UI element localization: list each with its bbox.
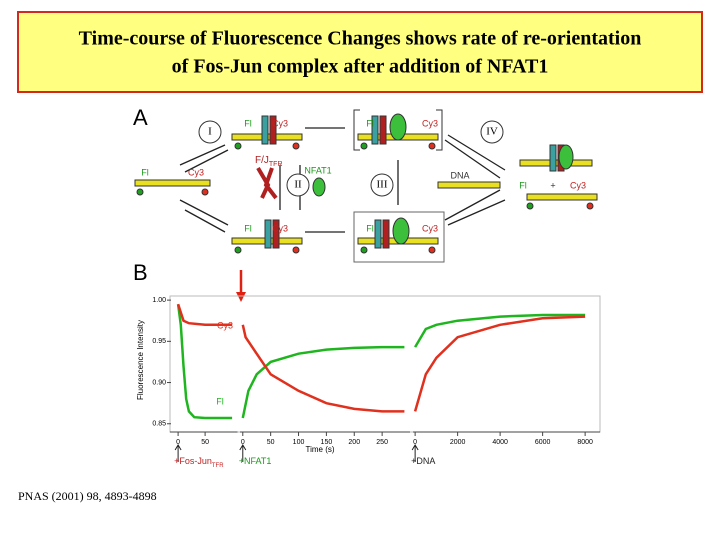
addition-label: +NFAT1 xyxy=(239,456,272,466)
complex-sub: TFR xyxy=(269,161,283,168)
y-tick-label: 0.90 xyxy=(152,379,166,386)
y-tick-label: 0.95 xyxy=(152,338,166,345)
x-tick-label: 0 xyxy=(176,439,180,446)
series-line xyxy=(176,303,233,327)
x-axis-label: Time (s) xyxy=(305,445,334,454)
series-line xyxy=(414,313,586,348)
diagram-label: Cy3 xyxy=(570,180,586,190)
x-tick-label: 6000 xyxy=(535,439,551,446)
complex-text: F/J xyxy=(255,155,269,166)
addition-arrow xyxy=(239,444,247,462)
diagram-label: Cy3 xyxy=(422,118,438,128)
series-line xyxy=(241,324,405,413)
diagram-label: Cy3 xyxy=(422,223,438,233)
diagram-label: Cy3 xyxy=(272,118,288,128)
diagram-label: Fl xyxy=(519,180,527,190)
diagram-label: DNA xyxy=(450,170,469,180)
step-label: II xyxy=(294,179,302,191)
diagram-label: NFAT1 xyxy=(304,165,331,175)
x-tick-label: 0 xyxy=(241,439,245,446)
x-tick-label: 200 xyxy=(348,439,360,446)
series-line xyxy=(413,315,586,412)
x-tick-label: 100 xyxy=(293,439,305,446)
step-label: I xyxy=(208,126,212,138)
addition-label: +Fos-JunTFR xyxy=(174,456,224,468)
complex-label: F/JTFR xyxy=(255,155,283,168)
x-tick-label: 250 xyxy=(376,439,388,446)
series-line xyxy=(241,345,405,419)
addition-label: +DNA xyxy=(411,456,435,466)
addition-arrow xyxy=(174,444,182,462)
y-tick-label: 1.00 xyxy=(152,297,166,304)
title-box xyxy=(17,11,703,93)
addition-text: +NFAT1 xyxy=(239,456,272,466)
addition-text: +Fos-Jun xyxy=(174,456,212,466)
step-label: III xyxy=(377,179,388,191)
y-axis-label: Fluorescence Intensity xyxy=(136,320,145,400)
title-line: Time-course of Fluorescence Changes show… xyxy=(79,28,642,50)
x-tick-label: 2000 xyxy=(450,439,466,446)
diagram-label: Cy3 xyxy=(188,167,204,177)
diagram-label: Cy3 xyxy=(272,223,288,233)
diagram-label: Fl xyxy=(366,223,374,233)
x-tick-label: 50 xyxy=(267,439,275,446)
panel-letter: A xyxy=(133,105,148,130)
panel-letter: B xyxy=(133,260,148,285)
diagram-label: Fl xyxy=(244,223,252,233)
series-line xyxy=(176,304,233,420)
citation: PNAS (2001) 98, 4893-4898 xyxy=(18,489,157,503)
x-tick-label: 150 xyxy=(321,439,333,446)
title-line: of Fos-Jun complex after addition of NFA… xyxy=(172,56,549,78)
diagram-label: Fl xyxy=(366,118,374,128)
red-arrow-head xyxy=(236,292,246,302)
diagram-shapes xyxy=(134,109,598,263)
step-label: IV xyxy=(486,126,498,138)
diagram-label: Fl xyxy=(141,167,149,177)
x-tick-label: 50 xyxy=(201,439,209,446)
series-label: Cy3 xyxy=(217,320,233,330)
diagram-label: + xyxy=(550,180,555,190)
x-tick-label: 8000 xyxy=(577,439,593,446)
series-label: Fl xyxy=(216,396,224,406)
y-tick-label: 0.85 xyxy=(152,421,166,428)
addition-sub: TFR xyxy=(212,463,224,469)
diagram-label: Fl xyxy=(244,118,252,128)
addition-arrow xyxy=(411,444,419,462)
x-tick-label: 4000 xyxy=(492,439,508,446)
x-tick-label: 0 xyxy=(413,439,417,446)
addition-text: +DNA xyxy=(411,456,435,466)
